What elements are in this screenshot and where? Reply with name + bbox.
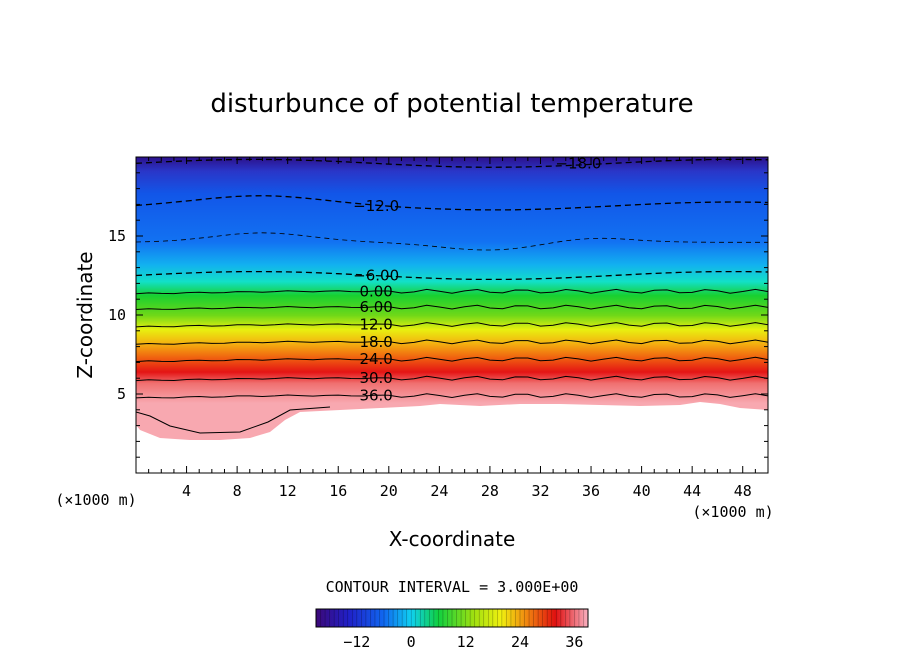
colorbar: −12 0 12 24 36 — [315, 608, 589, 651]
y-tick-label: 5 — [117, 385, 126, 403]
x-axis-ticks: 4 8 12 16 20 24 28 32 36 40 44 48 — [148, 157, 756, 500]
colorbar-tick-label: 12 — [457, 633, 475, 651]
isoline-4 — [136, 304, 768, 310]
chart-title: disturbunce of potential temperature — [210, 89, 693, 119]
colorbar-tick-labels: −12 0 12 24 36 — [343, 633, 583, 651]
x-tick-label: 8 — [233, 482, 242, 500]
isoline-2 — [136, 270, 768, 281]
contour-label: −18.0 — [555, 154, 601, 172]
isoline-9 — [136, 393, 768, 399]
contour-label: −12.0 — [353, 197, 399, 215]
colorbar-fill — [315, 608, 589, 628]
contour-label: 12.0 — [359, 315, 392, 333]
y-tick-label: 15 — [108, 227, 126, 245]
isoline-0 — [136, 158, 768, 168]
contour-label: 18.0 — [359, 333, 392, 351]
isoline-5 — [136, 322, 768, 328]
isoline-1 — [136, 195, 768, 211]
colorbar-tick-label: 36 — [565, 633, 583, 651]
contour-labels: −18.0 −12.0 −6.000.006.0012.018.024.030.03… — [353, 154, 601, 404]
x-tick-label: 12 — [279, 482, 297, 500]
x-tick-label: 40 — [633, 482, 651, 500]
colored-field — [136, 157, 768, 440]
contour-label: 6.00 — [359, 298, 392, 316]
isoline-7 — [136, 356, 768, 363]
y-axis-ticks: 5 10 15 — [108, 172, 768, 458]
x-tick-label: 4 — [182, 482, 191, 500]
y-axis-label: Z-coordinate — [73, 251, 97, 378]
contour-label: 30.0 — [359, 369, 392, 387]
colorbar-dividers — [320, 609, 584, 627]
isoline-6 — [136, 339, 768, 345]
isoline-8 — [136, 375, 768, 382]
x-tick-label: 24 — [430, 482, 448, 500]
x-axis-label: X-coordinate — [389, 527, 516, 551]
contour-label: −6.00 — [353, 267, 399, 285]
contour-label: 24.0 — [359, 350, 392, 368]
x-tick-label: 28 — [481, 482, 499, 500]
isoline-bottom-pink — [136, 406, 331, 434]
x-tick-label: 36 — [582, 482, 600, 500]
contour-interval-text: CONTOUR INTERVAL = 3.000E+00 — [326, 578, 579, 596]
contour-label: 36.0 — [359, 387, 392, 405]
y-tick-label: 10 — [108, 306, 126, 324]
plot-area — [136, 157, 768, 473]
isoline-upper — [136, 232, 768, 251]
contour-label: 0.00 — [359, 282, 392, 300]
x-unit-right: (×1000 m) — [692, 503, 773, 521]
contour-lines — [136, 158, 768, 399]
isoline-3 — [136, 288, 768, 295]
x-tick-label: 16 — [329, 482, 347, 500]
x-tick-label: 32 — [531, 482, 549, 500]
x-tick-label: 20 — [380, 482, 398, 500]
x-tick-label: 48 — [734, 482, 752, 500]
x-tick-label: 44 — [683, 482, 701, 500]
colorbar-tick-label: 24 — [511, 633, 529, 651]
colorbar-tick-label: −12 — [343, 633, 370, 651]
colorbar-tick-label: 0 — [407, 633, 416, 651]
x-unit-left: (×1000 m) — [55, 491, 136, 509]
